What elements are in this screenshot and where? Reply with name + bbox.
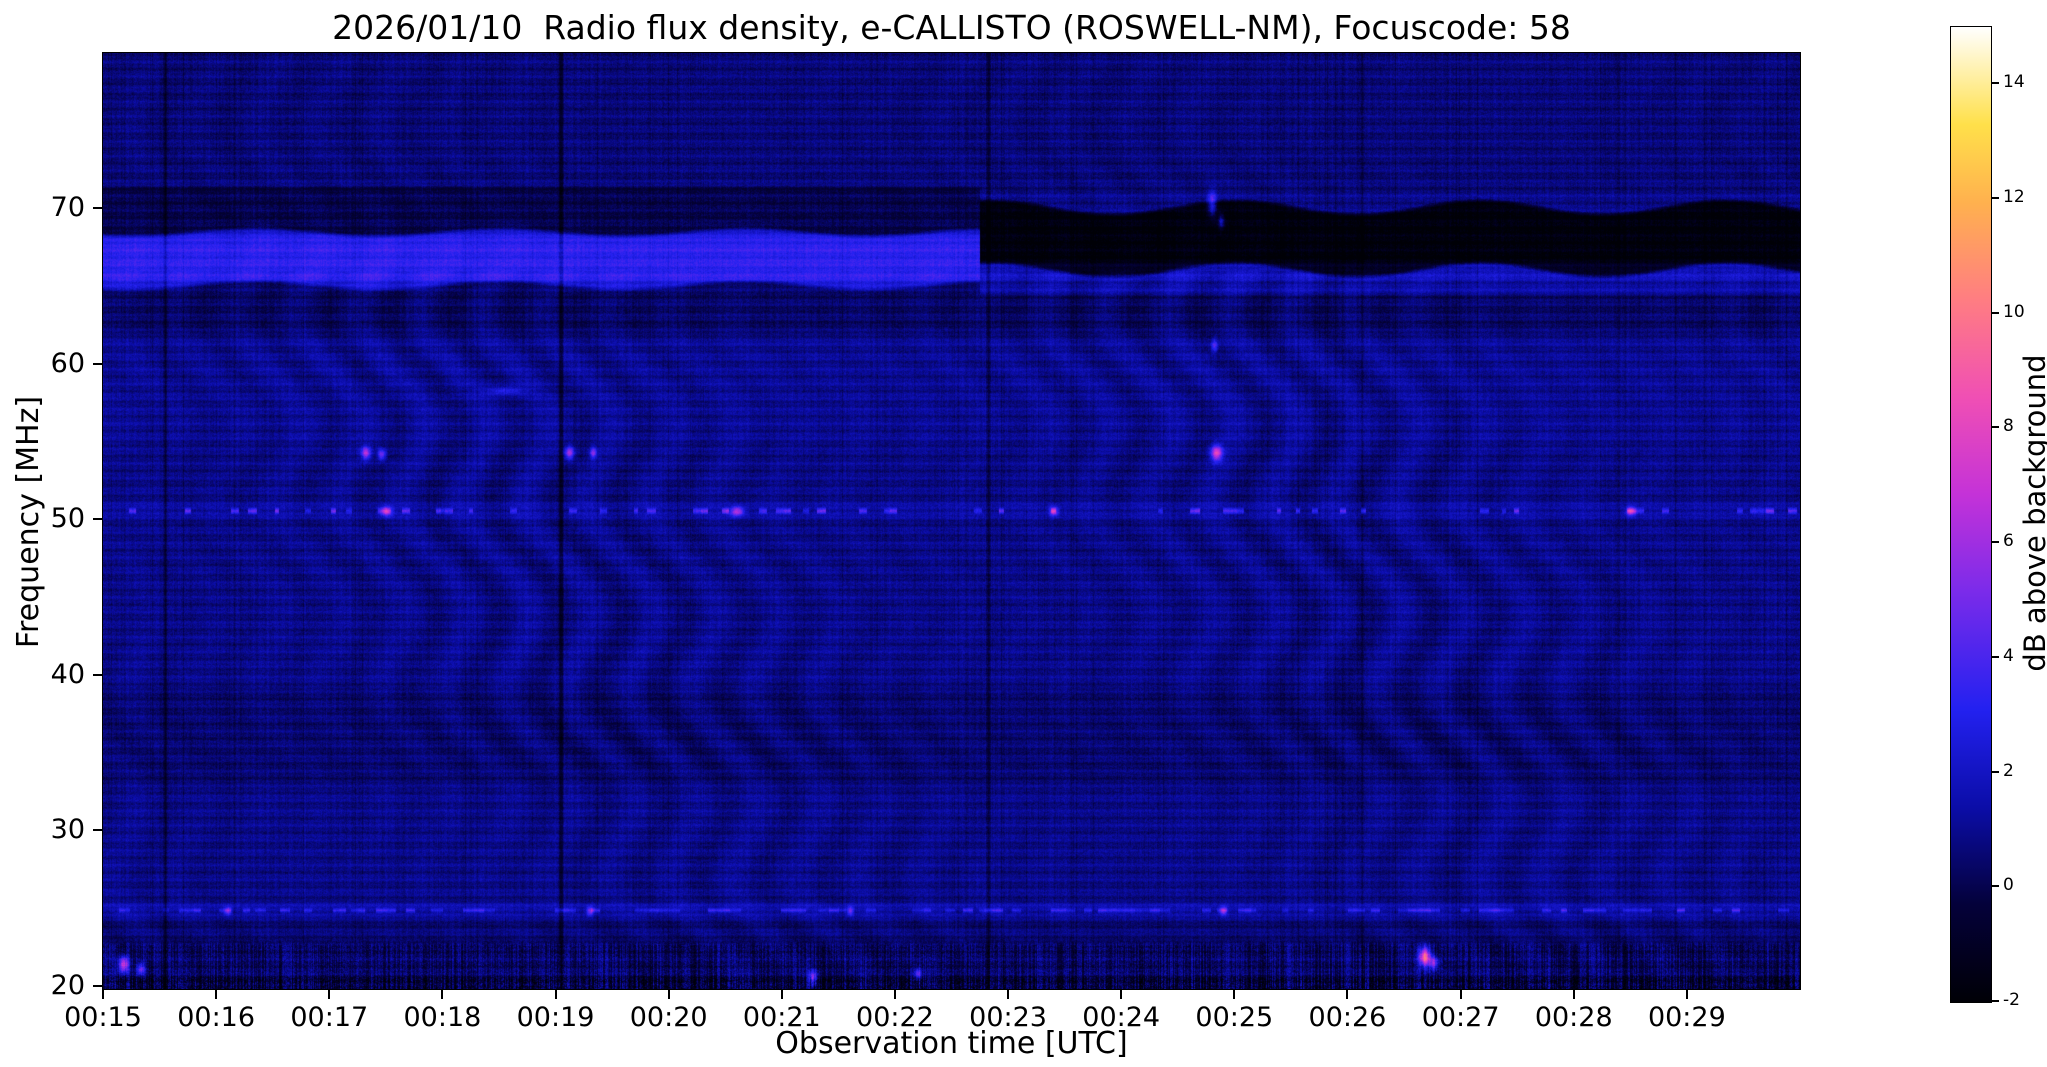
y-tick-mark bbox=[93, 207, 102, 210]
colorbar-tick-label: 10 bbox=[2003, 301, 2025, 322]
colorbar-tick-mark bbox=[1992, 197, 1999, 200]
x-tick-mark bbox=[1459, 990, 1462, 999]
colorbar-tick-label: -2 bbox=[2003, 990, 2020, 1010]
x-tick-label: 00:19 bbox=[516, 1002, 595, 1033]
y-tick-label: 70 bbox=[50, 192, 85, 224]
colorbar-tick-label: 0 bbox=[2003, 875, 2014, 896]
x-tick-label: 00:23 bbox=[969, 1002, 1047, 1033]
x-tick-label: 00:27 bbox=[1421, 1002, 1500, 1033]
y-tick-label: 40 bbox=[50, 658, 85, 690]
x-axis-label: Observation time [UTC] bbox=[775, 1026, 1128, 1061]
x-tick-label: 00:25 bbox=[1195, 1002, 1274, 1033]
colorbar-tick-label: 14 bbox=[2003, 72, 2025, 93]
chart-title: 2026/01/10 Radio flux density, e-CALLIST… bbox=[332, 8, 1571, 47]
y-tick-mark bbox=[93, 829, 102, 832]
x-tick-label: 00:18 bbox=[403, 1002, 482, 1033]
x-tick-label: 00:16 bbox=[177, 1002, 256, 1033]
colorbar-label: dB above background bbox=[2018, 354, 2047, 672]
y-tick-mark bbox=[93, 673, 102, 676]
colorbar-tick-mark bbox=[1992, 426, 1999, 429]
x-tick-mark bbox=[102, 990, 104, 999]
y-tick-label: 30 bbox=[50, 814, 85, 846]
y-tick-label: 20 bbox=[50, 969, 85, 1001]
colorbar-tick-mark bbox=[1992, 770, 1999, 773]
x-tick-mark bbox=[667, 990, 670, 999]
colorbar-tick-mark bbox=[1992, 655, 1999, 658]
colorbar-tick-mark bbox=[1992, 82, 1999, 85]
x-tick-label: 00:17 bbox=[290, 1002, 369, 1033]
x-tick-label: 00:29 bbox=[1647, 1002, 1726, 1033]
x-tick-label: 00:21 bbox=[742, 1002, 821, 1033]
colorbar-tick-label: 4 bbox=[2003, 645, 2014, 666]
colorbar bbox=[1950, 26, 1992, 1003]
x-tick-mark bbox=[1346, 990, 1349, 999]
colorbar-tick-mark bbox=[1992, 311, 1999, 314]
y-tick-mark bbox=[93, 362, 102, 365]
y-tick-mark bbox=[93, 518, 102, 521]
x-tick-mark bbox=[780, 990, 783, 999]
x-tick-label: 00:28 bbox=[1534, 1002, 1613, 1033]
x-tick-mark bbox=[215, 990, 218, 999]
x-tick-mark bbox=[1120, 990, 1123, 999]
x-tick-label: 00:15 bbox=[64, 1002, 142, 1033]
x-tick-mark bbox=[1685, 990, 1688, 999]
colorbar-tick-label: 12 bbox=[2003, 187, 2025, 208]
x-tick-label: 00:26 bbox=[1308, 1002, 1387, 1033]
x-tick-mark bbox=[441, 990, 444, 999]
x-tick-mark bbox=[1233, 990, 1236, 999]
plot-area bbox=[102, 52, 1801, 990]
colorbar-tick-mark bbox=[1992, 885, 1999, 888]
x-tick-mark bbox=[328, 990, 331, 999]
colorbar-tick-label: 2 bbox=[2003, 760, 2014, 781]
y-tick-label: 60 bbox=[50, 347, 85, 379]
x-tick-mark bbox=[1007, 990, 1010, 999]
x-tick-mark bbox=[554, 990, 557, 999]
y-tick-mark bbox=[93, 984, 102, 987]
x-tick-label: 00:22 bbox=[856, 1002, 934, 1033]
colorbar-tick-label: 8 bbox=[2003, 416, 2014, 437]
spectrogram-canvas bbox=[103, 53, 1800, 989]
colorbar-tick-mark bbox=[1992, 1000, 1999, 1002]
x-tick-label: 00:20 bbox=[629, 1002, 708, 1033]
x-tick-label: 00:24 bbox=[1082, 1002, 1161, 1033]
colorbar-tick-mark bbox=[1992, 541, 1999, 544]
x-tick-mark bbox=[893, 990, 896, 999]
y-axis-label: Frequency [MHz] bbox=[11, 395, 46, 649]
colorbar-tick-label: 6 bbox=[2003, 531, 2014, 552]
y-tick-label: 50 bbox=[50, 503, 85, 535]
x-tick-mark bbox=[1572, 990, 1575, 999]
